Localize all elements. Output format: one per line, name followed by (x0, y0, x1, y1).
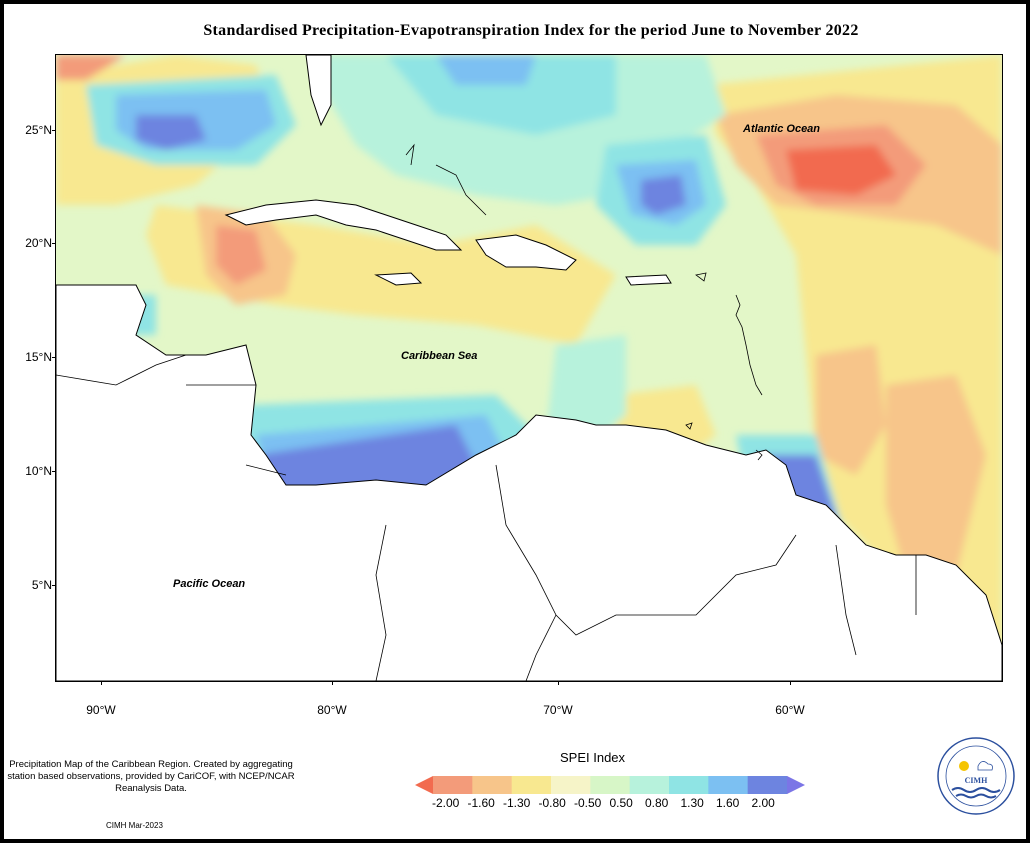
lon-label-70: 70°W (543, 703, 573, 717)
legend-value: -1.60 (467, 796, 495, 810)
lon-tick (101, 681, 102, 685)
lon-label-90: 90°W (86, 703, 116, 717)
wave-icon (955, 793, 997, 799)
lat-tick (52, 471, 56, 472)
legend-value: -0.50 (574, 796, 602, 810)
legend-title: SPEI Index (560, 750, 626, 765)
lon-label-60: 60°W (775, 703, 805, 717)
wave-icon (951, 787, 1001, 793)
credit-text: CIMH Mar-2023 (106, 821, 163, 830)
legend-value: -1.30 (503, 796, 531, 810)
map-title: Standardised Precipitation-Evapotranspir… (203, 22, 859, 39)
legend-value: 1.60 (716, 796, 740, 810)
lat-label-25: 25°N (25, 123, 52, 137)
islands (405, 143, 763, 461)
legend-value: 0.80 (645, 796, 669, 810)
legend-swatch (629, 776, 670, 794)
legend-swatch (551, 776, 591, 794)
legend-value: -2.00 (432, 796, 460, 810)
legend-swatch (433, 776, 473, 794)
legend-arrow-right (787, 776, 805, 794)
pacific-ocean-label: Pacific Ocean (173, 578, 246, 590)
legend-swatch (472, 776, 513, 794)
legend-value: 0.50 (609, 796, 633, 810)
legend-swatch (747, 776, 788, 794)
lat-tick (52, 130, 56, 131)
lat-tick (52, 585, 56, 586)
boundaries (56, 354, 917, 681)
lat-label-20: 20°N (25, 236, 52, 250)
lat-tick (52, 357, 56, 358)
land-masses (56, 55, 1002, 681)
legend-value: 1.30 (680, 796, 704, 810)
caribbean-sea-label: Caribbean Sea (401, 350, 478, 362)
map-svg (56, 55, 1002, 681)
lat-tick (52, 243, 56, 244)
legend-value: 2.00 (751, 796, 775, 810)
lat-label-10: 10°N (25, 464, 52, 478)
spei-map (55, 54, 1003, 682)
legend-swatch (669, 776, 709, 794)
cimh-logo: CIMH (937, 737, 1015, 815)
atlantic-ocean-label: Atlantic Ocean (743, 123, 821, 135)
lat-label-5: 5°N (31, 578, 52, 592)
lon-tick (790, 681, 791, 685)
lon-tick (558, 681, 559, 685)
lat-label-15: 15°N (25, 350, 52, 364)
legend-swatch (511, 776, 552, 794)
legend-swatch (708, 776, 749, 794)
logo-text: CIMH (965, 776, 988, 785)
sun-icon (959, 761, 969, 771)
lon-label-80: 80°W (317, 703, 347, 717)
legend-value: -0.80 (538, 796, 566, 810)
cloud-icon (977, 761, 993, 771)
legend-arrow-left (415, 776, 433, 794)
legend-colorbar (415, 776, 805, 794)
legend-swatch (590, 776, 631, 794)
description-note: Precipitation Map of the Caribbean Regio… (7, 759, 295, 794)
lon-tick (332, 681, 333, 685)
